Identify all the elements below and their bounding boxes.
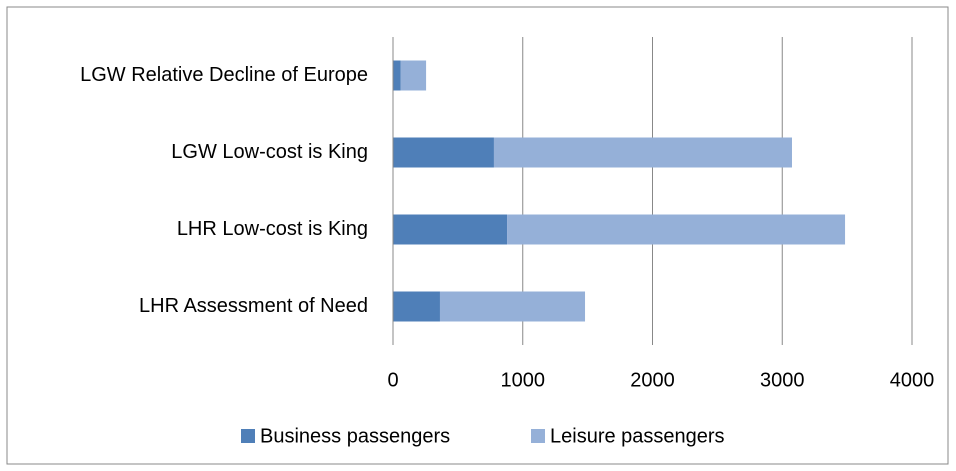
x-tick-label: 3000: [760, 369, 805, 391]
bar: [400, 60, 427, 91]
bar: [393, 214, 508, 245]
bar: [393, 291, 440, 322]
bar: [439, 291, 586, 322]
y-tick-label: LGW Relative Decline of Europe: [80, 64, 368, 86]
y-tick-label: LHR Low-cost is King: [177, 218, 368, 240]
bar: [393, 60, 401, 91]
y-tick-label: LGW Low-cost is King: [171, 141, 368, 163]
legend-swatch: [531, 429, 545, 443]
x-tick-label: 4000: [890, 369, 935, 391]
y-tick-label: LHR Assessment of Need: [139, 295, 368, 317]
x-tick-label: 2000: [630, 369, 675, 391]
legend-swatch: [241, 429, 255, 443]
x-tick-label: 1000: [501, 369, 546, 391]
x-tick-label: 0: [387, 369, 398, 391]
legend-label: Business passengers: [260, 425, 450, 447]
bar: [393, 137, 494, 168]
legend-label: Leisure passengers: [550, 425, 725, 447]
bar: [493, 137, 792, 168]
bar: [507, 214, 846, 245]
